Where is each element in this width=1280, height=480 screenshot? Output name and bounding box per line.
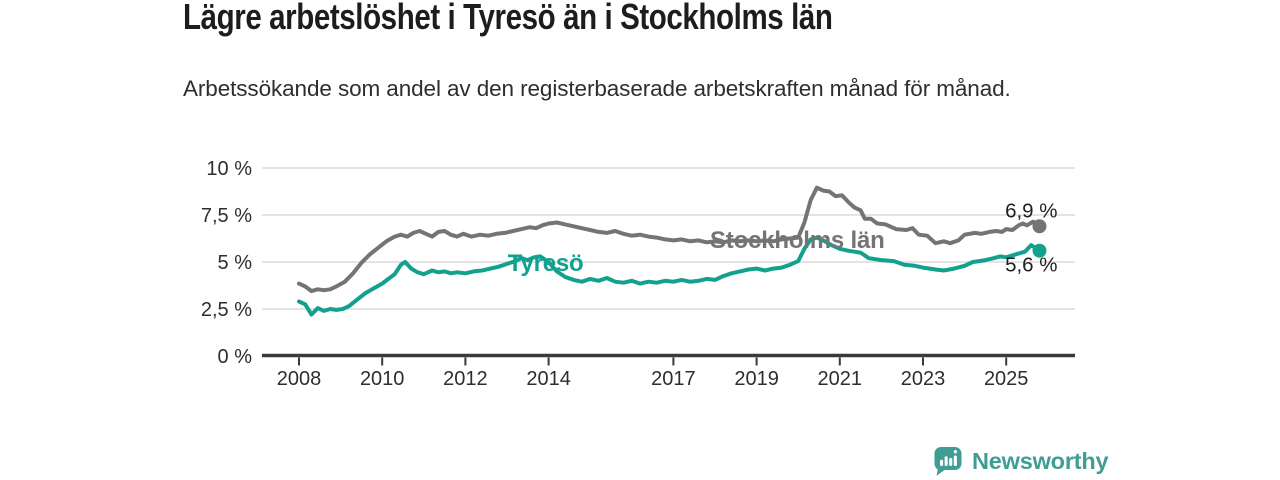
x-axis-tick-label: 2017 bbox=[651, 368, 696, 390]
x-axis-tick-label: 2014 bbox=[526, 368, 571, 390]
series-line-tyreso bbox=[297, 235, 1042, 317]
brand-footer: Newsworthy bbox=[932, 445, 1109, 477]
brand-name: Newsworthy bbox=[972, 448, 1109, 474]
x-axis-tick-label: 2021 bbox=[818, 368, 863, 390]
newsworthy-logo-icon bbox=[934, 447, 962, 476]
y-axis-tick-label: 2,5 % bbox=[201, 299, 252, 321]
chart-subtitle: Arbetssökande som andel av den registerb… bbox=[183, 76, 1011, 101]
x-axis-tick-label: 2019 bbox=[734, 368, 779, 390]
series-end-value-stockholm: 6,9 % bbox=[1005, 199, 1057, 222]
series-end-value-tyreso: 5,6 % bbox=[1005, 254, 1057, 277]
series-line-stockholm bbox=[297, 185, 1042, 294]
x-axis-tick-label: 2023 bbox=[901, 368, 946, 390]
y-axis-tick-label: 7,5 % bbox=[201, 205, 252, 227]
series-end-dot-stockholm bbox=[1032, 219, 1047, 234]
series-label-tyreso: Tyresö bbox=[508, 250, 584, 277]
x-axis-tick-label: 2025 bbox=[984, 368, 1029, 390]
y-axis-tick-label: 0 % bbox=[218, 346, 253, 368]
page-title: Lägre arbetslöshet i Tyresö än i Stockho… bbox=[183, 0, 833, 37]
y-axis-tick-label: 10 % bbox=[206, 158, 252, 180]
series-label-stockholm: Stockholms län bbox=[710, 227, 885, 254]
x-axis-tick-label: 2008 bbox=[277, 368, 322, 390]
series-end-dot-tyreso bbox=[1032, 243, 1047, 258]
x-axis-tick-label: 2010 bbox=[360, 368, 405, 390]
y-axis-tick-label: 5 % bbox=[218, 252, 253, 274]
x-axis-tick-label: 2012 bbox=[443, 368, 488, 390]
